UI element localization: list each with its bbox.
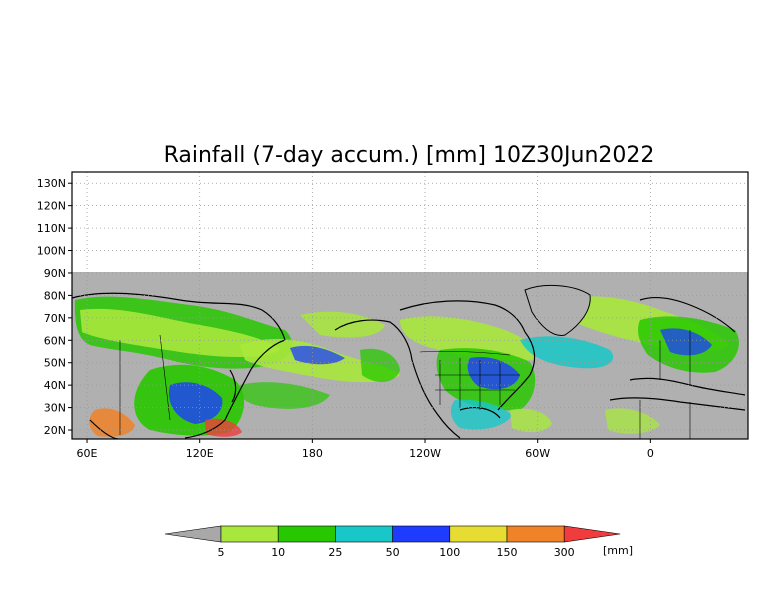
colorbar-bin [335,525,393,543]
greenland-dry [524,285,591,336]
coast-north-america-north [399,300,526,333]
border-us-canada [419,350,511,356]
colorbar-unit-label: [mm] [603,544,633,557]
rain-area-gulf [450,399,512,430]
coast-europe [639,296,736,333]
rain-area-africa [605,408,660,434]
latitude-labels: 130N 120N 110N 100N 90N 80N 70N 60N 50N 40N 30N 20N [37,177,66,437]
border-asia-2 [159,334,171,421]
lon-tick-label: 60W [525,447,550,460]
colorbar-bin [449,525,508,543]
lat-tick-label: 100N [37,245,66,258]
colorbar-above-triangle [563,525,621,543]
rain-area-canada [400,316,537,361]
colorbar-bin [277,525,336,543]
coast-gulf [459,407,501,419]
lon-tick-label: 0 [647,447,654,460]
coast-alaska [334,319,413,361]
coast-east-asia [184,339,286,439]
rain-area-south-china [205,418,242,437]
colorbar-bin [220,525,279,543]
lon-tick-label: 180 [302,447,323,460]
map-gridlines [68,172,748,443]
lat-tick-label: 70N [44,312,66,325]
coast-eurasia-north [71,292,286,341]
lat-tick-label: 50N [44,357,66,370]
colorbar-tick-label: 100 [439,546,460,559]
lat-tick-label: 60N [44,334,66,347]
colorbar: 5 10 25 50 100 150 300 [164,525,621,559]
lat-tick-label: 40N [44,379,66,392]
coast-us-east [497,331,536,411]
rain-area-us-core [467,356,520,390]
colorbar-tick-label: 150 [497,546,518,559]
map-title: Rainfall (7-day accum.) [mm] 10Z30Jun202… [164,143,655,168]
rain-area-caribbean [510,408,552,433]
colorbar-bin [392,525,451,543]
longitude-labels: 60E 120E 180 120W 60W 0 [77,447,654,460]
rain-area-east-asia-blue [168,382,223,424]
lat-tick-label: 20N [44,424,66,437]
lat-tick-label: 80N [44,289,66,302]
lat-tick-label: 110N [37,222,66,235]
lat-tick-label: 130N [37,177,66,190]
lon-tick-label: 120W [409,447,441,460]
lat-tick-label: 90N [44,267,66,280]
coast-north-america-west [411,359,461,439]
lon-tick-label: 120E [186,447,214,460]
map-frame [71,171,749,440]
rainfall-shading [74,296,739,437]
lat-tick-label: 30N [44,402,66,415]
colorbar-tick-label: 10 [271,546,285,559]
rain-area-siberia-light [80,308,280,357]
rain-area-pacific-south [238,382,330,409]
coast-japan [229,369,237,403]
country-borders [119,330,691,439]
rain-area-atlantic [520,336,614,369]
rain-area-pacific-core [290,345,345,365]
rain-area-ne-pacific [360,348,400,382]
colorbar-tick-label: 300 [554,546,575,559]
colorbar-bin [506,525,565,543]
colorbar-tick-label: 5 [218,546,225,559]
colorbar-below-triangle [164,525,222,543]
lat-tick-label: 120N [37,200,66,213]
colorbar-tick-label: 25 [328,546,342,559]
lon-tick-label: 60E [77,447,98,460]
colorbar-tick-label: 50 [386,546,400,559]
rain-area-europe-core [660,328,712,356]
rain-area-alaska [300,311,385,338]
